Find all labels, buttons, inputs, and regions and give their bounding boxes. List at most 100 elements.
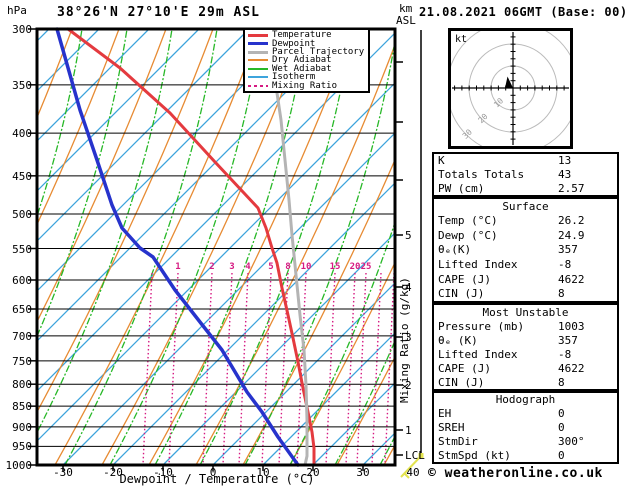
legend-label: Wet Adiabat [272,63,332,74]
mixing-ratio-value-label: 2 [209,262,215,272]
km-tick-label: 2 [405,379,412,392]
pressure-tick-label: 450 [12,169,32,183]
data-panel-surface: Surface Temp (°C) 26.2 Dewp (°C) 24.9 θₑ(K) 35… [432,197,619,303]
panel-row: CIN (J) 8 [438,376,617,389]
legend-item: Isotherm [247,72,366,83]
row-label: CAPE (J) [438,272,491,286]
panel-row: K 13 [438,154,617,167]
wet-adiabat-line [37,29,83,219]
km-tick-label: 1 [405,424,412,437]
row-value: 8 [558,287,565,301]
panel-row: PW (cm) 2.57 [438,182,617,195]
row-label: θₑ (K) [438,333,478,347]
row-label: CAPE (J) [438,361,491,375]
row-value: 357 [558,333,578,347]
panel-row: Dewp (°C) 24.9 [438,229,617,242]
pressure-tick-label: 1000 [5,459,33,472]
legend-label: Mixing Ratio [272,80,338,91]
mixing-ratio-line [168,272,179,465]
wet-adiabat-line [37,29,128,338]
legend-item: Dewpoint [247,38,366,49]
mixing-ratio-line [325,272,336,465]
panel-row: Pressure (mb) 1003 [438,320,617,333]
pressure-tick-label: 300 [12,23,32,36]
row-label: Temp (°C) [438,214,498,228]
pressure-tick-label: 950 [12,440,32,454]
row-label: K [438,154,445,168]
row-label: CIN (J) [438,287,485,301]
mixing-ratio-value-label: 20 [349,262,361,272]
row-value: -8 [558,258,572,272]
panel-row: CAPE (J) 4622 [438,362,617,375]
mixing-ratio-line [222,272,233,465]
panel-row: StmDir 300° [438,435,617,448]
dry-adiabat-line [37,29,73,120]
mixing-ratio-line [278,272,289,465]
pressure-tick-label: 600 [12,274,32,287]
isotherm-line [262,332,395,465]
temp-tick-label: 20 [306,466,320,479]
pressure-tick-label: 650 [12,302,32,316]
panel-row: CIN (J) 8 [438,287,617,300]
row-label: Lifted Index [438,347,518,361]
pressure-tick-label: 750 [12,354,32,368]
isotherm-swatch [248,76,268,79]
pressure-tick-label: 850 [12,400,32,414]
panel-row: Temp (°C) 26.2 [438,214,617,227]
panel-row: Lifted Index -8 [438,348,617,361]
isotherm-line [212,282,395,465]
legend-item: Temperature [247,31,366,40]
panel-title: Most Unstable [482,305,569,319]
mixing-ratio-line [371,272,382,465]
row-value: -8 [558,347,572,361]
data-panel-most-unstable: Most Unstable Pressure (mb) 1003 θₑ (K) 357 L… [432,303,619,391]
mixing-ratio-line [356,272,367,465]
panel-row: Lifted Index -8 [438,258,617,271]
mixing-ratio-value-label: 15 [329,262,341,272]
mixing-ratio-line [384,272,395,465]
temp-axis-label: Dewpoint / Temperature (°C) [119,472,315,486]
legend-item: Mixing Ratio [247,80,366,91]
pressure-axis-unit: hPa [7,4,27,17]
hodograph-border [448,28,573,149]
plot-border [35,27,397,467]
legend-label: Isotherm [272,72,316,83]
row-label: Pressure (mb) [438,319,525,333]
mixing-ratio-line [296,272,307,465]
row-label: CIN (J) [438,375,485,389]
temp-tick-label: -20 [103,466,123,479]
km-tick-label: 4 [405,281,412,294]
temp-tick-label: -30 [53,466,73,479]
dry-adiabat-swatch [248,59,268,62]
row-value: 26.2 [558,214,585,228]
row-label: θₑ(K) [438,243,472,257]
row-value: 357 [558,243,578,257]
isotherm-line [37,29,350,342]
legend-item: Wet Adiabat [247,63,366,74]
wet-adiabat-line [37,29,173,434]
panel-row: Totals Totals 43 [438,168,617,181]
legend-box: Temperature Dewpoint Parcel Trajectory Dry … [243,28,370,93]
hodograph-ring-label: 20 [476,112,489,125]
run-datetime: 21.08.2021 06GMT (Base: 00) [419,5,628,19]
row-value: 300° [558,434,585,448]
dewpoint-swatch [248,42,268,46]
row-label: StmSpd (kt) [438,448,511,462]
mixing-ratio-value-label: 25 [360,262,372,272]
temp-tick-label: -10 [153,466,173,479]
panel-title: Surface [502,199,549,213]
mixing-ratio-value-label: 1 [175,262,181,272]
hodograph-ring-label: 30 [461,127,474,140]
mixing-ratio-line [345,272,356,465]
isotherm-line [62,132,395,465]
panel-row: CAPE (J) 4622 [438,273,617,286]
legend-label: Dewpoint [272,38,316,49]
temp-tick-label: 30 [356,466,370,479]
row-label: Totals Totals [438,167,525,181]
row-label: PW (cm) [438,181,485,195]
row-label: EH [438,407,452,421]
mixing-ratio-line [142,272,153,465]
hodograph-unit: kt [455,34,467,45]
